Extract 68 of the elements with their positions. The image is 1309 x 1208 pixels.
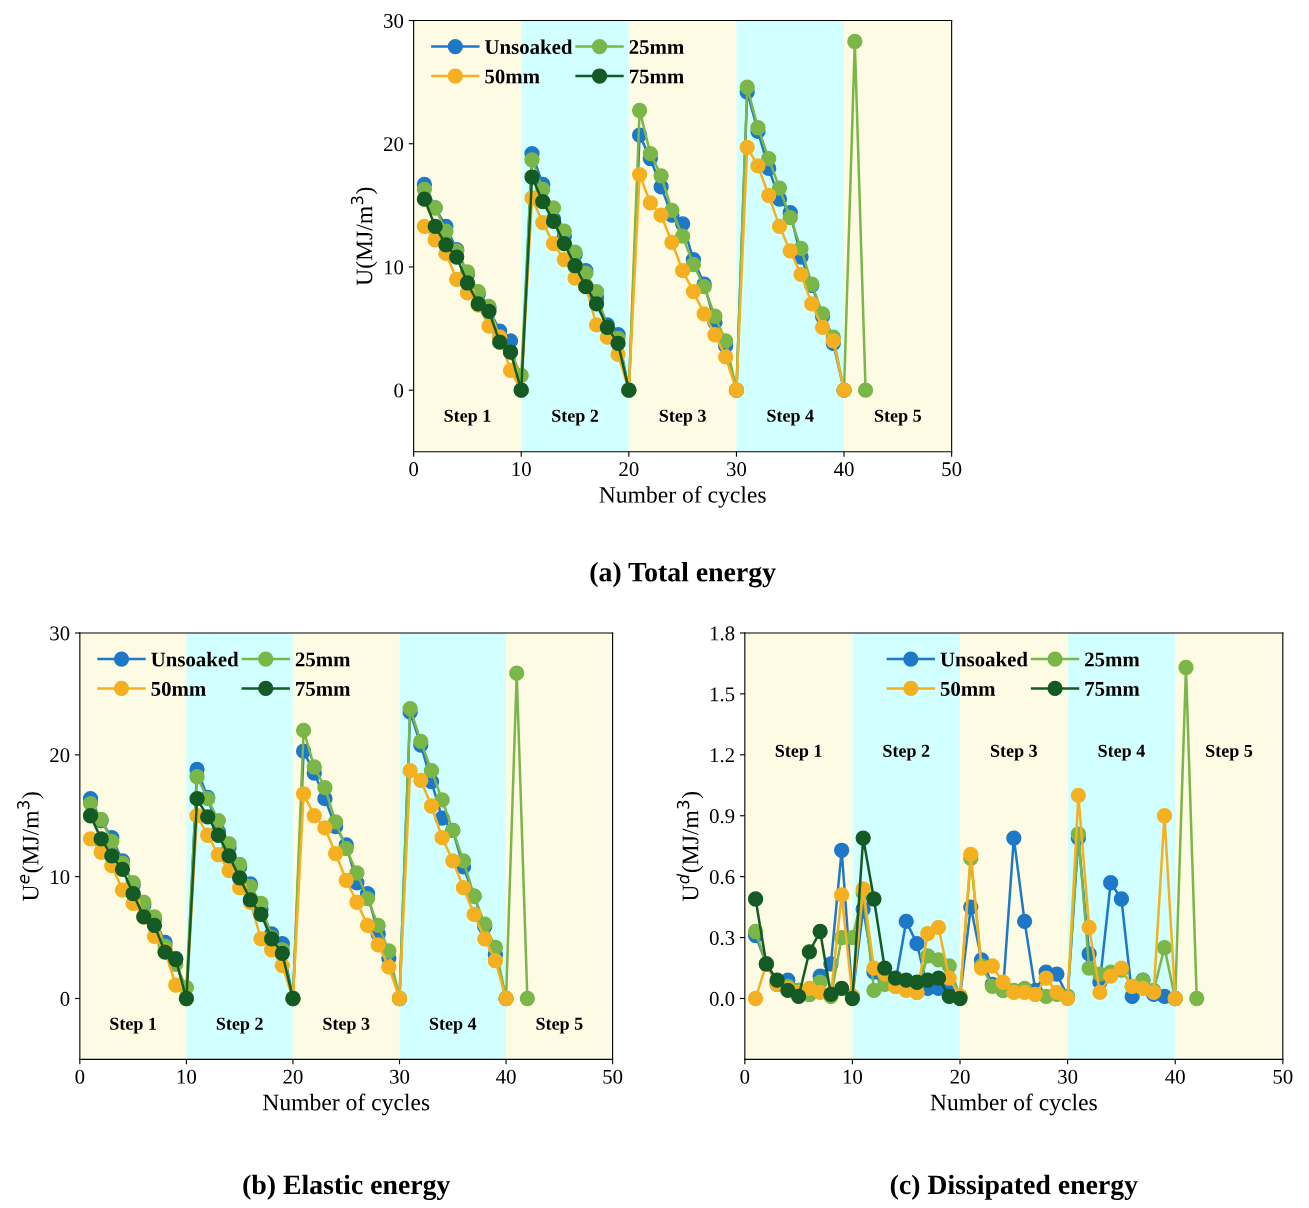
- x-axis-title: Number of cycles: [930, 1093, 1097, 1116]
- band-label: Step 4: [1098, 744, 1145, 761]
- y-tick-label: 30: [384, 13, 404, 28]
- band-label: Step 3: [990, 744, 1038, 761]
- band-label: Step 3: [659, 409, 706, 426]
- band-label: Step 4: [767, 409, 814, 426]
- x-tick-label: 0: [75, 1069, 85, 1084]
- band-label: Step 5: [1206, 744, 1253, 761]
- text: (c) Dissipated energy: [890, 1174, 1138, 1201]
- y-tick-label: 1.2: [710, 748, 734, 763]
- band-label: Step 2: [883, 744, 930, 761]
- y-axis-title: U$^{e}$(MJ/m$^{3}$): [17, 792, 44, 901]
- legend-label: Unsoaked: [940, 651, 1028, 667]
- x-axis-title: Number of cycles: [599, 485, 766, 508]
- y-tick-label: 0.3: [709, 930, 735, 946]
- text: (b) Elastic energy: [243, 1174, 451, 1201]
- y-axis-title: U$^{d}$(MJ/m$^{3}$): [676, 791, 704, 902]
- x-tick-label: 10: [843, 1069, 863, 1084]
- band-label: Step 5: [536, 1017, 583, 1034]
- legend-label: 50mm: [940, 681, 996, 696]
- x-tick-label: 50: [1273, 1069, 1293, 1084]
- band-label: Step 5: [874, 409, 922, 426]
- x-tick-label: 30: [727, 462, 747, 477]
- y-tick-label: 10: [51, 870, 70, 885]
- x-tick-label: 10: [512, 462, 531, 477]
- legend-label: Unsoaked: [484, 39, 573, 55]
- band-label: Step 3: [323, 1017, 370, 1034]
- x-tick-label: 20: [950, 1069, 970, 1084]
- y-tick-label: 1.5: [710, 687, 735, 702]
- legend-label: Unsoaked: [151, 651, 239, 667]
- y-tick-label: 20: [50, 748, 70, 763]
- band-label: Step 2: [216, 1017, 263, 1034]
- legend-label: 25mm: [629, 40, 684, 55]
- x-tick-label: 30: [1058, 1069, 1078, 1084]
- band-label: Step 4: [429, 1017, 477, 1034]
- y-tick-label: 0.0: [709, 991, 735, 1007]
- y-tick-label: 20: [384, 137, 404, 152]
- y-axis-title: U(MJ/m$^{3}$): [350, 187, 378, 286]
- y-tick-label: 0: [60, 991, 70, 1006]
- legend-label: 50mm: [485, 69, 540, 84]
- legend-label: 75mm: [1085, 682, 1140, 696]
- legend-label: 75mm: [629, 69, 684, 84]
- x-tick-label: 20: [283, 1069, 303, 1084]
- x-tick-label: 40: [834, 462, 854, 477]
- y-tick-label: 0: [394, 383, 404, 398]
- x-tick-label: 40: [1165, 1069, 1185, 1084]
- y-tick-label: 1.8: [710, 626, 735, 641]
- x-tick-label: 40: [496, 1069, 516, 1084]
- x-tick-label: 0: [740, 1069, 750, 1084]
- band-label: Step 1: [444, 409, 491, 426]
- y-tick-label: 30: [50, 626, 70, 641]
- band-label: Step 1: [110, 1017, 157, 1034]
- x-tick-label: 20: [619, 462, 639, 477]
- x-tick-label: 10: [177, 1069, 197, 1084]
- legend-label: 25mm: [295, 652, 351, 667]
- y-tick-label: 0.9: [709, 809, 735, 824]
- x-tick-label: 50: [603, 1069, 623, 1084]
- x-tick-label: 50: [942, 462, 962, 477]
- x-axis-title: Number of cycles: [262, 1093, 430, 1116]
- band-label: Step 1: [775, 744, 822, 761]
- y-tick-label: 10: [384, 260, 404, 275]
- band-label: Step 2: [552, 409, 599, 426]
- y-tick-label: 0.6: [709, 870, 735, 885]
- x-tick-label: 0: [409, 462, 419, 477]
- legend-label: 75mm: [296, 682, 351, 696]
- legend-label: 50mm: [151, 681, 206, 696]
- text: (a) Total energy: [590, 562, 776, 588]
- legend-label: 25mm: [1085, 652, 1140, 667]
